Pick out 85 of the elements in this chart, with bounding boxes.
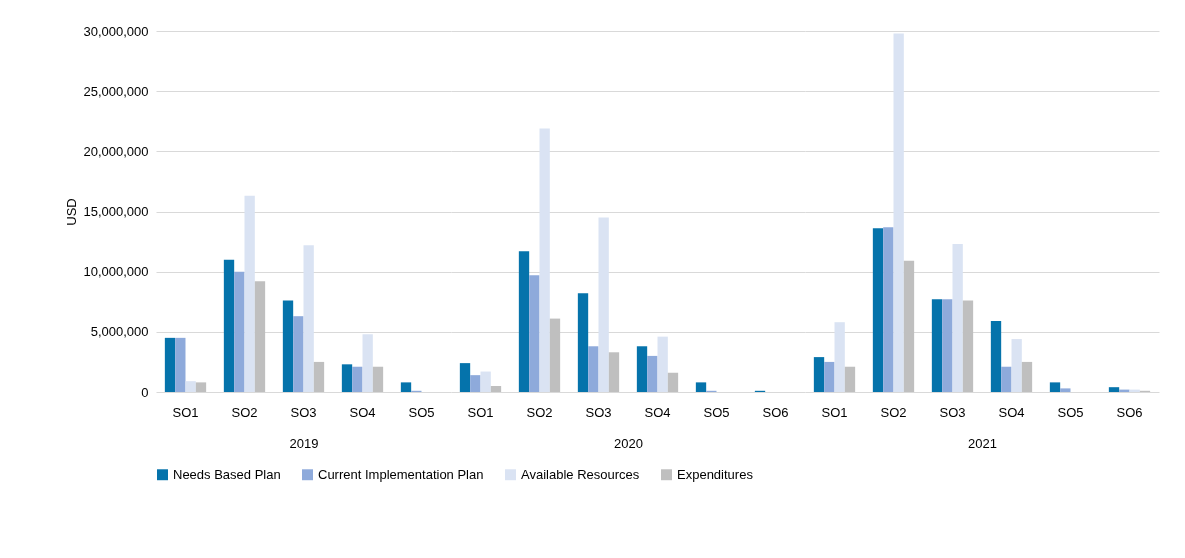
bar — [834, 322, 845, 392]
bar — [824, 361, 835, 392]
x-tick-label: SO4 — [644, 404, 671, 420]
bar — [234, 271, 245, 392]
bar — [872, 228, 884, 392]
x-axis-title: 2021 — [968, 435, 997, 451]
bar — [1001, 366, 1012, 392]
bar — [647, 355, 658, 392]
bar — [844, 366, 856, 392]
x-tick-label: SO1 — [172, 404, 199, 420]
bar — [813, 357, 825, 392]
bar — [1108, 387, 1120, 392]
y-tick-label: 30,000,000 — [83, 23, 149, 39]
bar — [185, 381, 196, 392]
x-tick-label: SO6 — [762, 404, 789, 420]
bar — [539, 128, 550, 392]
x-tick-label: SO4 — [349, 404, 376, 420]
bar — [470, 375, 481, 392]
bar — [598, 217, 609, 392]
bar — [588, 346, 599, 392]
bar — [990, 321, 1002, 392]
bar — [195, 382, 207, 392]
bar — [903, 260, 915, 392]
bar — [518, 251, 530, 392]
bar — [608, 352, 620, 392]
bar — [480, 371, 491, 392]
bar — [282, 300, 294, 392]
x-tick-label: SO3 — [939, 404, 966, 420]
bar — [352, 366, 363, 392]
bar — [1049, 382, 1061, 392]
legend-label: Expenditures — [677, 466, 754, 482]
bar — [400, 382, 412, 392]
x-axis-title: 2019 — [289, 435, 319, 451]
legend-label: Available Resources — [521, 466, 640, 482]
y-axis-title: USD — [64, 198, 80, 226]
bar — [529, 275, 540, 392]
bar — [636, 346, 648, 392]
bar — [931, 299, 943, 392]
bar — [490, 385, 502, 392]
legend-label: Needs Based Plan — [173, 466, 281, 482]
x-tick-label: SO5 — [703, 404, 730, 420]
bar — [695, 382, 707, 392]
bar — [223, 259, 235, 392]
x-tick-label: SO2 — [231, 404, 258, 420]
bar — [1060, 388, 1071, 392]
bar — [459, 363, 471, 392]
bar — [293, 316, 304, 392]
x-tick-label: SO6 — [1116, 404, 1143, 420]
bar — [952, 243, 963, 392]
x-tick-label: SO1 — [467, 404, 494, 420]
bar — [883, 227, 894, 392]
bar — [341, 364, 353, 392]
bar — [1011, 339, 1022, 392]
bar — [254, 281, 266, 392]
x-tick-label: SO2 — [880, 404, 907, 420]
bar — [244, 195, 255, 392]
legend-label: Current Implementation Plan — [318, 466, 484, 482]
bar — [657, 336, 668, 392]
y-tick-label: 20,000,000 — [83, 143, 149, 159]
bar — [362, 334, 373, 392]
x-axis-title: 2020 — [614, 435, 643, 451]
bar — [372, 366, 384, 392]
x-tick-label: SO5 — [408, 404, 435, 420]
bar — [962, 300, 974, 392]
y-tick-label: 15,000,000 — [83, 204, 149, 219]
bar — [303, 245, 314, 392]
bar — [577, 293, 589, 392]
bar — [313, 361, 325, 392]
x-tick-label: SO5 — [1057, 404, 1084, 420]
x-tick-label: SO2 — [526, 404, 553, 420]
x-tick-label: SO3 — [585, 404, 612, 420]
bar — [667, 372, 679, 392]
bar — [175, 337, 186, 392]
x-tick-label: SO3 — [290, 404, 317, 420]
x-tick-label: SO1 — [821, 404, 848, 420]
y-tick-label: 25,000,000 — [83, 83, 149, 99]
y-tick-label: 5,000,000 — [90, 324, 149, 340]
y-tick-label: 10,000,000 — [83, 264, 149, 280]
bar — [1021, 361, 1033, 392]
bar — [942, 299, 953, 392]
bar — [164, 337, 176, 392]
bar — [549, 318, 561, 392]
x-tick-label: SO4 — [998, 404, 1025, 420]
bar — [893, 33, 904, 392]
y-tick-label: 0 — [141, 384, 149, 400]
